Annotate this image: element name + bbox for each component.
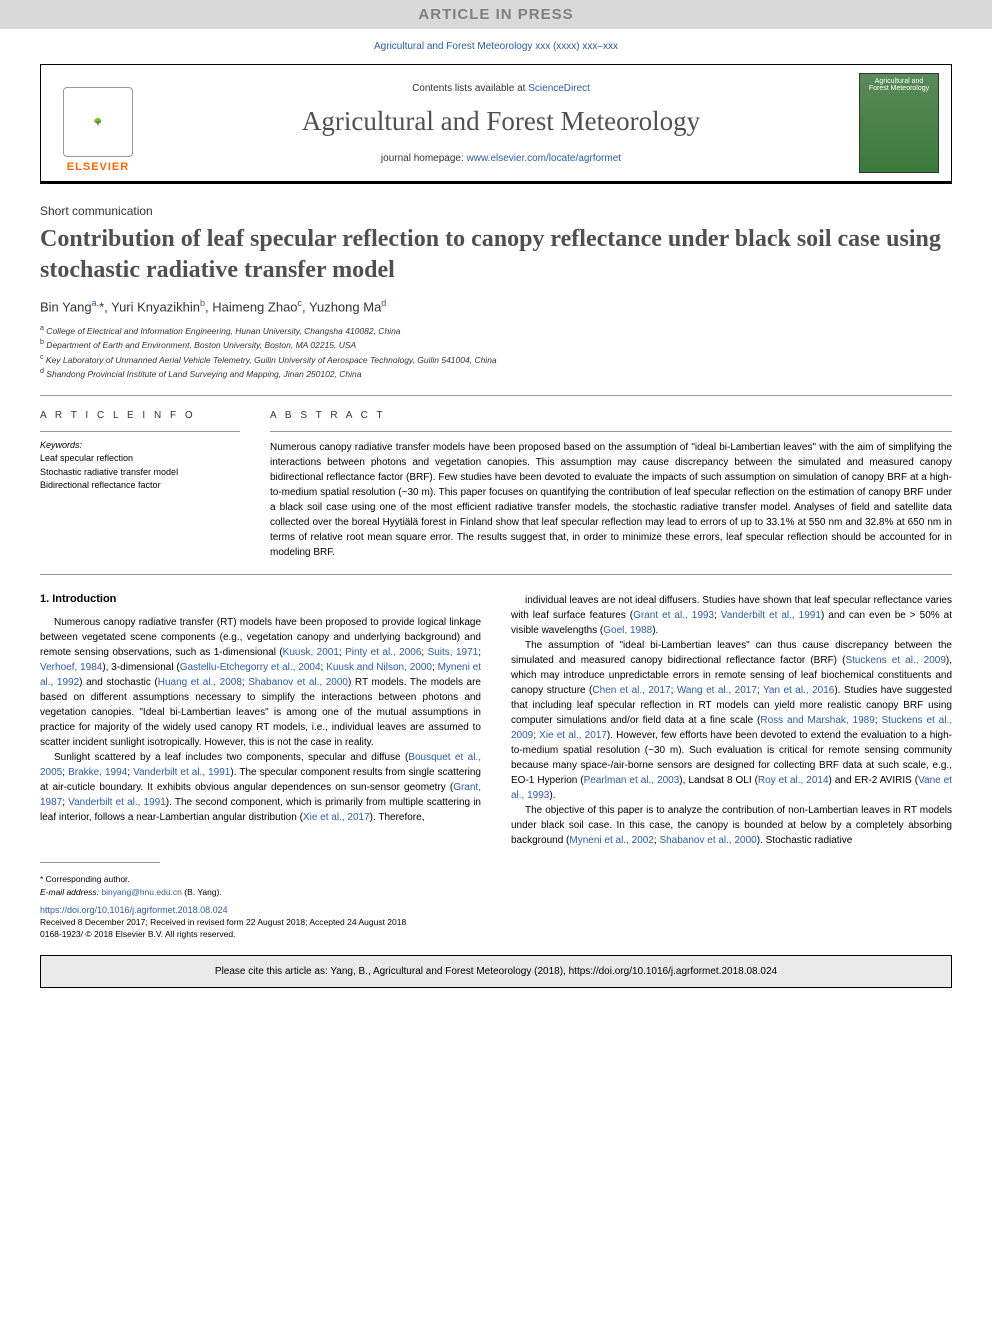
- abstract-label: A B S T R A C T: [270, 410, 952, 421]
- contents-prefix: Contents lists available at: [412, 83, 528, 94]
- footnote-divider: [40, 862, 160, 863]
- divider: [40, 574, 952, 575]
- email-link[interactable]: binyang@hnu.edu.cn: [101, 887, 181, 897]
- journal-reference: Agricultural and Forest Meteorology xxx …: [0, 29, 992, 64]
- article-title: Contribution of leaf specular reflection…: [40, 224, 952, 286]
- affiliations: a College of Electrical and Information …: [40, 323, 952, 381]
- elsevier-logo: 🌳 ELSEVIER: [53, 73, 143, 173]
- email-line: E-mail address: binyang@hnu.edu.cn (B. Y…: [40, 886, 952, 899]
- body-columns: 1. Introduction Numerous canopy radiativ…: [40, 593, 952, 848]
- cite-box: Please cite this article as: Yang, B., A…: [40, 955, 952, 988]
- elsevier-text: ELSEVIER: [67, 161, 129, 173]
- divider: [40, 395, 952, 396]
- in-press-banner: ARTICLE IN PRESS: [0, 0, 992, 29]
- section-heading: 1. Introduction: [40, 593, 481, 605]
- authors: Bin Yanga,*, Yuri Knyazikhinb, Haimeng Z…: [40, 298, 952, 314]
- journal-header: 🌳 ELSEVIER Contents lists available at S…: [40, 64, 952, 184]
- homepage-prefix: journal homepage:: [381, 153, 467, 164]
- article-info-block: A R T I C L E I N F O Keywords: Leaf spe…: [40, 410, 240, 560]
- email-label: E-mail address:: [40, 887, 101, 897]
- abstract-text: Numerous canopy radiative transfer model…: [270, 440, 952, 560]
- keywords-list: Leaf specular reflectionStochastic radia…: [40, 452, 240, 493]
- journal-cover-thumb: Agricultural and Forest Meteorology: [859, 73, 939, 173]
- doi-link[interactable]: https://doi.org/10.1016/j.agrformet.2018…: [40, 905, 228, 915]
- left-column: 1. Introduction Numerous canopy radiativ…: [40, 593, 481, 848]
- footnotes: * Corresponding author. E-mail address: …: [40, 873, 952, 899]
- keywords-label: Keywords:: [40, 440, 240, 450]
- journal-name: Agricultural and Forest Meteorology: [143, 106, 859, 137]
- cover-thumb-text: Agricultural and Forest Meteorology: [864, 78, 934, 92]
- abstract-block: A B S T R A C T Numerous canopy radiativ…: [270, 410, 952, 560]
- sciencedirect-link[interactable]: ScienceDirect: [528, 83, 590, 94]
- article-info-label: A R T I C L E I N F O: [40, 410, 240, 421]
- email-suffix: (B. Yang).: [182, 887, 222, 897]
- homepage-link[interactable]: www.elsevier.com/locate/agrformet: [467, 153, 622, 164]
- corresponding-author: * Corresponding author.: [40, 873, 952, 886]
- contents-line: Contents lists available at ScienceDirec…: [143, 83, 859, 94]
- divider: [40, 431, 240, 432]
- copyright-line: 0168-1923/ © 2018 Elsevier B.V. All righ…: [40, 929, 952, 939]
- right-column: individual leaves are not ideal diffuser…: [511, 593, 952, 848]
- body-text: individual leaves are not ideal diffuser…: [511, 593, 952, 848]
- elsevier-tree-icon: 🌳: [63, 87, 133, 157]
- article-type: Short communication: [40, 204, 952, 218]
- doi-line: https://doi.org/10.1016/j.agrformet.2018…: [40, 905, 952, 915]
- body-text: Numerous canopy radiative transfer (RT) …: [40, 615, 481, 825]
- homepage-line: journal homepage: www.elsevier.com/locat…: [143, 153, 859, 164]
- divider: [270, 431, 952, 432]
- received-line: Received 8 December 2017; Received in re…: [40, 917, 952, 927]
